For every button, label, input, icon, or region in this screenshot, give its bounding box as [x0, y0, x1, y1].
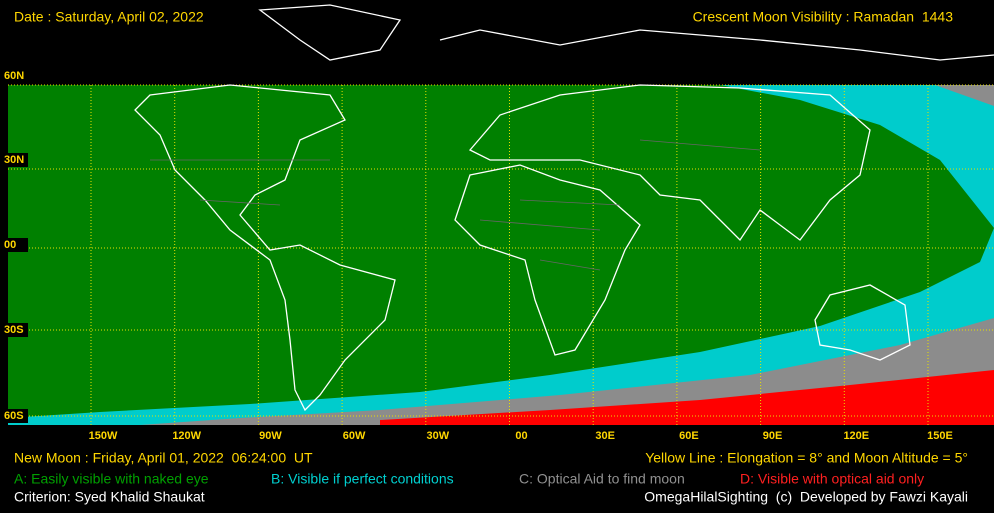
lat-label: 30S	[4, 324, 24, 336]
lat-label: 60S	[4, 410, 24, 422]
lat-label-box	[2, 323, 28, 337]
coastlines	[134, 4, 994, 412]
lon-label: 90E	[763, 430, 783, 442]
latitude-labels: 60N 30N 00 30S 60S	[2, 69, 28, 423]
lon-label: 00	[515, 430, 527, 442]
longitude-labels: 150W 120W 90W 60W 30W 00 30E 60E 90E 120E 150E	[89, 430, 953, 442]
new-moon-text: New Moon : Friday, April 01, 2022 06:24:…	[14, 450, 313, 466]
lat-label-box	[2, 409, 28, 423]
yellow-line-text: Yellow Line : Elongation = 8° and Moon A…	[645, 450, 968, 466]
australia-outline	[814, 284, 911, 361]
legend-entry: B: Visible if perfect conditions	[271, 471, 454, 487]
lon-label: 60W	[343, 430, 366, 442]
lon-label: 30E	[595, 430, 615, 442]
legend: A: Easily visible with naked eye B: Visib…	[14, 471, 924, 487]
lon-label: 60E	[679, 430, 699, 442]
legend-entry: D: Visible with optical aid only	[740, 471, 924, 487]
legend-entry: A: Easily visible with naked eye	[14, 471, 209, 487]
lat-label-box	[2, 69, 28, 83]
lon-label: 90W	[259, 430, 282, 442]
eurasia-outline	[468, 84, 871, 242]
lat-label-box	[2, 153, 28, 167]
lon-label: 30W	[426, 430, 449, 442]
credit-text: OmegaHilalSighting (c) Developed by Fawz…	[644, 489, 968, 505]
lon-label: 120W	[172, 430, 201, 442]
zone-c-corner	[935, 85, 994, 106]
americas-outline	[134, 84, 396, 412]
borders	[150, 139, 761, 271]
lon-label: 150W	[89, 430, 118, 442]
criterion-text: Criterion: Syed Khalid Shaukat	[14, 489, 205, 505]
lon-label: 150E	[927, 430, 953, 442]
lat-label-box	[2, 238, 28, 252]
date-text: Date : Saturday, April 02, 2022	[14, 9, 204, 25]
lat-label: 00	[4, 239, 16, 251]
lat-label: 60N	[4, 70, 24, 82]
africa-outline	[454, 164, 641, 356]
lat-label: 30N	[4, 154, 24, 166]
arctic-outline	[258, 4, 994, 61]
legend-entry: C: Optical Aid to find moon	[519, 471, 685, 487]
zone-d	[380, 370, 994, 425]
lon-label: 120E	[843, 430, 869, 442]
map-title: Crescent Moon Visibility : Ramadan 1443	[693, 9, 954, 25]
